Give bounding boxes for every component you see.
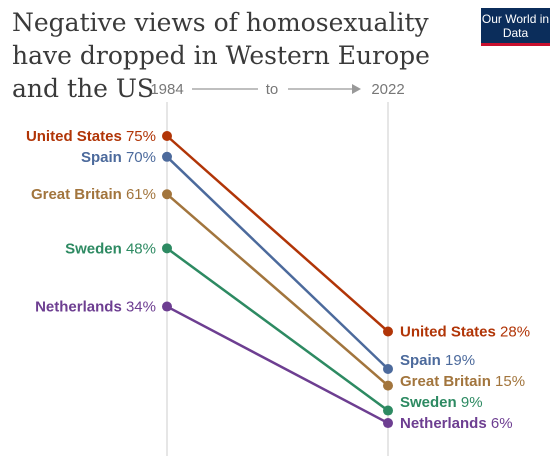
end-label-netherlands: Netherlands 6%: [400, 415, 513, 432]
start-point-netherlands[interactable]: [162, 301, 172, 312]
end-point-united-states[interactable]: [383, 326, 393, 337]
start-label-netherlands: Netherlands 34%: [35, 299, 156, 316]
start-label-sweden: Sweden 48%: [65, 240, 156, 257]
chart-title: Negative views of homosexuality have dro…: [12, 8, 430, 103]
start-point-united-states[interactable]: [162, 131, 172, 141]
start-point-spain[interactable]: [162, 151, 172, 162]
start-label-spain: Spain 70%: [81, 149, 156, 166]
series-line-spain[interactable]: [166, 155, 389, 370]
series-line-sweden[interactable]: [166, 247, 389, 412]
axis-arrow-head: [352, 84, 361, 94]
end-point-spain[interactable]: [383, 363, 393, 374]
end-label-united-states: United States 28%: [400, 324, 530, 341]
owid-logo[interactable]: Our World in Data: [481, 8, 550, 46]
series-line-united-states[interactable]: [166, 135, 389, 333]
connector-label: to: [266, 81, 279, 98]
end-year-label: 2022: [371, 81, 404, 98]
end-label-great-britain: Great Britain 15%: [400, 373, 525, 390]
start-point-great-britain[interactable]: [162, 189, 172, 200]
start-year-label: 1984: [150, 81, 183, 98]
end-point-great-britain[interactable]: [383, 380, 393, 391]
logo-text: Our World in Data: [481, 11, 550, 40]
start-point-sweden[interactable]: [162, 243, 172, 254]
end-label-sweden: Sweden 9%: [400, 394, 483, 411]
series-line-netherlands[interactable]: [166, 305, 389, 425]
end-point-netherlands[interactable]: [383, 418, 393, 429]
end-label-spain: Spain 19%: [400, 352, 475, 369]
end-point-sweden[interactable]: [383, 405, 393, 416]
start-label-great-britain: Great Britain 61%: [31, 186, 156, 203]
series-line-great-britain[interactable]: [166, 193, 389, 387]
start-label-united-states: United States 75%: [26, 128, 156, 145]
